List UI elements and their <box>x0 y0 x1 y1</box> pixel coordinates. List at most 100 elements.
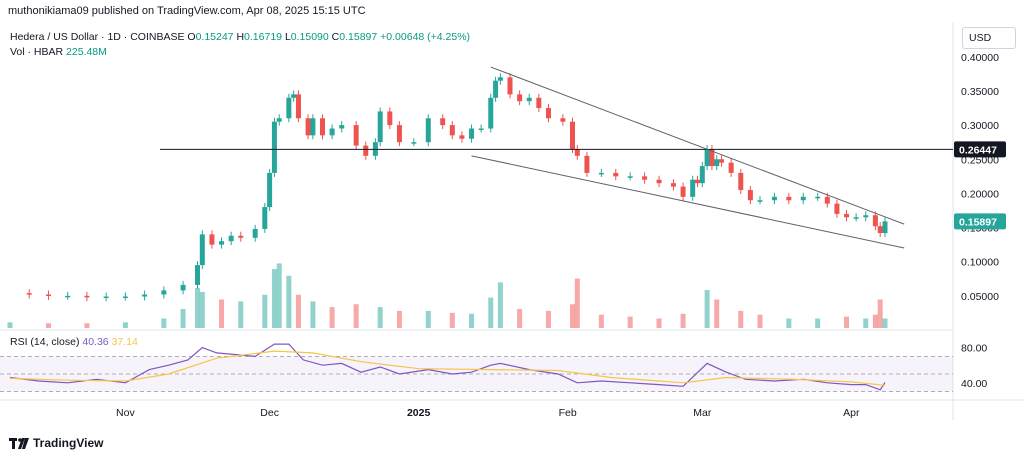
candle-body <box>440 118 446 126</box>
volume-bar <box>377 307 383 328</box>
candle-body <box>199 234 205 266</box>
candle-body <box>286 97 292 119</box>
volume-bar <box>353 304 359 328</box>
candle-body <box>627 176 633 178</box>
candle-body <box>396 125 402 143</box>
candle-body <box>613 172 619 177</box>
candle-body <box>425 118 431 143</box>
volume-bar <box>449 312 455 328</box>
candle-body <box>84 295 90 298</box>
candle-body <box>728 162 734 173</box>
volume-bar <box>276 263 282 328</box>
rsi-legend: RSI (14, close) 40.36 37.14 <box>10 336 138 348</box>
price-tick-label: 0.20000 <box>961 188 999 200</box>
candle-body <box>680 186 686 197</box>
time-tick-label: 2025 <box>407 407 431 419</box>
candle-body <box>670 183 676 187</box>
volume-bar <box>757 314 763 328</box>
volume-bar <box>7 322 13 328</box>
volume-bar <box>656 318 662 328</box>
trend-line <box>471 155 905 249</box>
candle-body <box>320 118 325 136</box>
volume-bar <box>517 309 523 328</box>
candle-body <box>882 221 888 234</box>
volume-bar <box>238 301 244 328</box>
candle-body <box>699 166 705 184</box>
candle-body <box>161 290 167 295</box>
candle-body <box>103 296 109 299</box>
candle-body <box>853 217 859 219</box>
candle-body <box>642 176 648 180</box>
time-tick-label: Dec <box>260 407 279 419</box>
currency-button[interactable]: USD <box>962 27 1016 49</box>
price-tick-label: 0.40000 <box>961 52 999 64</box>
candle-body <box>478 128 484 131</box>
volume-bar <box>882 318 888 328</box>
candle-body <box>690 179 696 197</box>
volume-bar <box>262 294 268 328</box>
volume-bar <box>598 314 604 328</box>
time-tick-label: Nov <box>116 407 135 419</box>
candle-body <box>545 108 551 119</box>
candle-body <box>844 213 850 218</box>
candle-body <box>449 125 455 136</box>
candle-body <box>507 77 513 95</box>
change-value: +0.00648 (+4.25%) <box>380 31 471 43</box>
candle-body <box>387 111 393 126</box>
candle-body <box>219 241 225 245</box>
candle-body <box>719 159 725 163</box>
candle-body <box>800 196 806 201</box>
candle-body <box>459 135 465 139</box>
low-label: L <box>284 31 291 43</box>
open-value: 0.15247 <box>195 31 234 43</box>
rsi-label[interactable]: RSI (14, close) <box>10 336 80 348</box>
candle-body <box>536 97 542 109</box>
candle-body <box>574 149 580 156</box>
candle-body <box>45 294 51 296</box>
price-marker-label: 0.15897 <box>959 216 997 228</box>
brand-name: TradingView <box>33 436 104 450</box>
drawing-lines <box>160 66 953 249</box>
volume-bar <box>738 310 744 328</box>
candle-body <box>329 128 335 136</box>
candle-body <box>377 111 383 143</box>
volume-bar <box>195 288 200 328</box>
candle-body <box>122 296 128 299</box>
volume-bar <box>844 316 850 328</box>
volume-label[interactable]: Vol · HBAR <box>10 46 64 58</box>
volume-bar <box>872 314 878 328</box>
candle-body <box>65 295 71 298</box>
volume-bar <box>84 323 90 328</box>
price-tick-label: 0.35000 <box>961 86 999 98</box>
trend-line <box>490 66 905 225</box>
symbol-title[interactable]: Hedera / US Dollar · 1D · COINBASE <box>10 31 185 43</box>
volume-value: 225.48M <box>66 46 107 58</box>
volume-bar <box>180 309 186 328</box>
tradingview-logo-icon <box>9 437 29 449</box>
volume-bar <box>396 310 402 328</box>
rsi-ma-line <box>9 350 886 386</box>
candle-body <box>824 196 830 204</box>
candle-body <box>598 172 604 175</box>
volume-bar <box>469 313 475 328</box>
volume-bar <box>488 297 494 328</box>
volume-bar <box>45 323 51 328</box>
volume-bar <box>295 294 301 328</box>
time-tick-label: Feb <box>559 407 577 419</box>
candle-body <box>142 294 148 297</box>
candle-body <box>738 172 744 190</box>
publisher-caption: muthonikiama09 published on TradingView.… <box>8 5 366 17</box>
close-label: C <box>331 31 340 43</box>
candle-body <box>863 215 869 218</box>
candle-body <box>757 200 763 202</box>
candle-body <box>228 235 234 242</box>
tradingview-logo[interactable]: TradingView <box>9 436 103 450</box>
rsi-ma-value: 37.14 <box>111 336 138 348</box>
rsi-value: 40.36 <box>82 336 109 348</box>
candle-body <box>310 118 316 136</box>
price-marker-tag <box>954 213 1006 230</box>
candle-body <box>295 94 301 119</box>
candle-body <box>26 293 32 295</box>
high-value: 0.16719 <box>244 31 283 43</box>
